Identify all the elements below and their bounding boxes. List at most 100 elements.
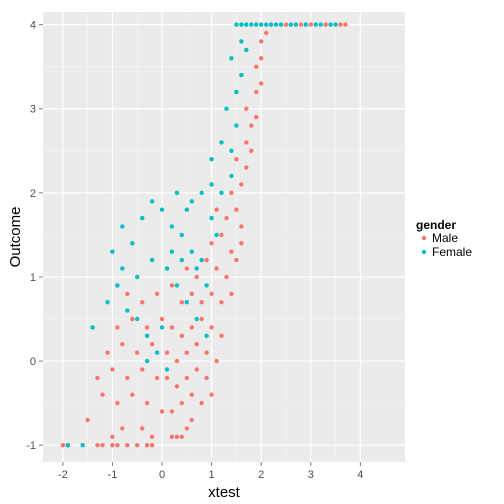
data-point-female (229, 173, 234, 179)
data-point-male (100, 392, 105, 397)
data-point-female (204, 333, 209, 338)
data-point-female (135, 316, 140, 322)
data-point-male (120, 426, 125, 431)
data-point-male (209, 392, 214, 397)
data-point-male (199, 316, 204, 322)
legend-title: gender (416, 218, 456, 232)
data-point-male (239, 224, 244, 229)
data-point-male (259, 56, 264, 61)
data-point-male (135, 443, 140, 448)
data-point-male (179, 300, 184, 305)
y-tick-label: 4 (30, 20, 36, 32)
data-point-female (159, 207, 165, 212)
data-point-female (244, 22, 249, 27)
data-point-male (244, 165, 249, 170)
data-point-female (229, 56, 234, 61)
data-point-male (60, 443, 65, 448)
data-point-male (154, 375, 160, 381)
data-point-male (189, 291, 194, 296)
data-point-male (184, 426, 189, 431)
data-point-female (224, 106, 229, 111)
data-point-male (254, 114, 259, 120)
data-point-male (214, 266, 219, 271)
data-point-female (219, 190, 224, 195)
x-tick-label: 0 (159, 469, 165, 481)
x-tick-label: 2 (258, 469, 264, 481)
data-point-female (149, 257, 155, 263)
data-point-female (278, 22, 284, 27)
y-tick-label: 3 (30, 104, 36, 116)
data-point-female (174, 283, 180, 288)
data-point-male (323, 22, 328, 27)
data-point-male (343, 22, 348, 27)
data-point-male (239, 241, 244, 246)
data-point-male (234, 257, 239, 263)
data-point-male (179, 333, 184, 338)
data-point-male (194, 367, 199, 372)
data-point-male (214, 358, 219, 364)
x-axis-ticks: -2 -1 0 1 2 3 4 (58, 462, 363, 481)
data-point-male (169, 283, 175, 288)
data-point-female (169, 224, 175, 229)
data-point-male (125, 375, 130, 381)
data-point-female (199, 257, 204, 263)
data-point-male (219, 300, 224, 305)
data-point-male (234, 157, 239, 162)
data-point-male (194, 342, 199, 347)
data-point-male (144, 443, 150, 448)
data-point-female (239, 39, 244, 44)
data-points (60, 22, 348, 448)
data-point-male (154, 291, 160, 296)
data-point-male (115, 325, 120, 330)
data-point-male (144, 400, 150, 406)
data-point-male (125, 291, 130, 296)
data-point-male (115, 400, 120, 406)
data-point-female (144, 358, 150, 364)
data-point-male (239, 182, 244, 187)
data-point-male (149, 342, 155, 347)
data-point-female (293, 22, 299, 27)
data-point-male (209, 291, 214, 296)
data-point-female (239, 22, 244, 27)
data-point-male (224, 215, 229, 221)
data-point-male (140, 426, 145, 431)
x-tick-label: -2 (58, 469, 68, 481)
y-axis-ticks: -1 0 1 2 3 4 (26, 20, 43, 452)
data-point-female (249, 22, 254, 27)
data-point-male (100, 443, 105, 448)
legend-label-female: Female (432, 245, 472, 259)
data-point-male (179, 400, 184, 406)
data-point-male (244, 106, 249, 111)
data-point-male (95, 375, 100, 381)
data-point-male (219, 232, 224, 238)
data-point-female (264, 22, 269, 27)
data-point-male (174, 434, 180, 439)
data-point-female (189, 199, 194, 204)
data-point-male (234, 207, 239, 212)
data-point-female (194, 266, 199, 271)
data-point-female (110, 249, 115, 254)
data-point-male (283, 22, 289, 27)
data-point-female (273, 22, 279, 27)
data-point-male (164, 375, 170, 381)
data-point-male (144, 325, 150, 330)
data-point-male (105, 350, 110, 355)
data-point-female (115, 283, 120, 288)
data-point-male (199, 300, 204, 305)
data-point-female (234, 89, 239, 95)
data-point-female (209, 182, 214, 187)
data-point-female (140, 215, 145, 221)
data-point-female (194, 316, 199, 322)
data-point-male (174, 384, 180, 389)
data-point-male (169, 434, 175, 439)
data-point-female (130, 241, 135, 246)
data-point-male (209, 241, 214, 246)
data-point-male (204, 350, 209, 355)
legend: gender Male Female (416, 218, 472, 259)
y-tick-label: 2 (30, 188, 36, 200)
data-point-male (308, 22, 313, 27)
data-point-female (219, 140, 224, 145)
data-point-female (179, 257, 184, 263)
data-point-female (90, 325, 95, 330)
